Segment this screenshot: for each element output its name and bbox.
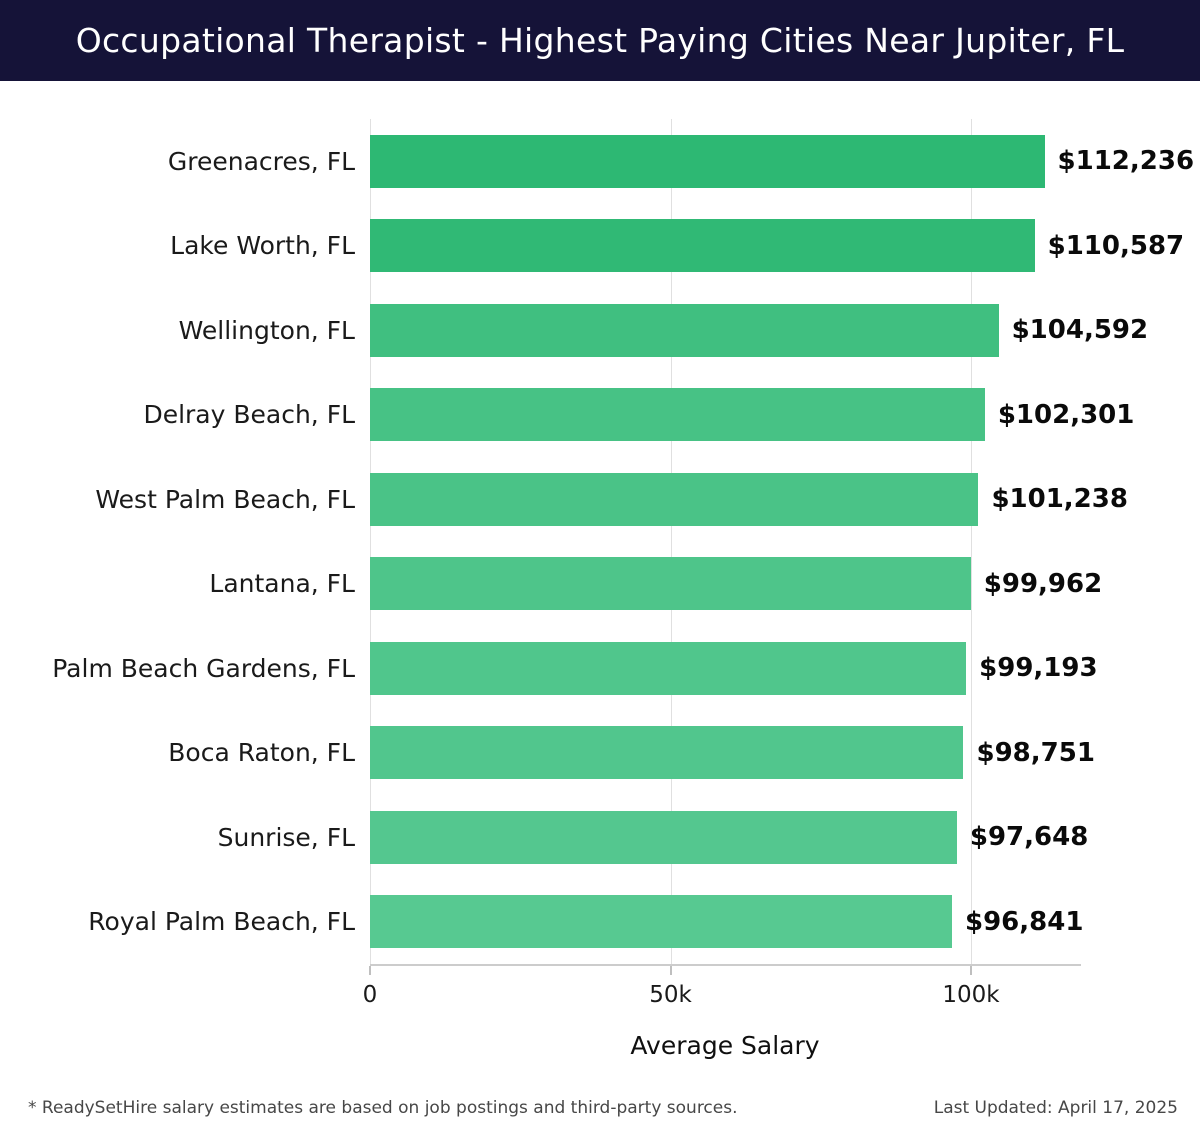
bar-zone: $110,587	[370, 204, 1200, 289]
bar	[370, 641, 967, 695]
bar-zone: $104,592	[370, 288, 1200, 373]
value-label: $102,301	[997, 399, 1135, 430]
bar	[370, 134, 1045, 188]
chart-title-bar: Occupational Therapist - Highest Paying …	[0, 0, 1200, 81]
bar-row: Royal Palm Beach, FL $96,841	[0, 880, 1200, 965]
bar-zone: $97,648	[370, 795, 1200, 880]
bar-row: Sunrise, FL $97,648	[0, 795, 1200, 880]
category-label: Lantana, FL	[209, 569, 355, 599]
bar-row: Lake Worth, FL $110,587	[0, 204, 1200, 289]
gridline	[971, 119, 972, 964]
bar-zone: $112,236	[370, 119, 1200, 204]
bar	[370, 219, 1035, 273]
bar-row: Boca Raton, FL $98,751	[0, 711, 1200, 796]
bar	[370, 303, 999, 357]
axis-tick	[369, 966, 371, 975]
bar	[370, 388, 985, 442]
category-label: West Palm Beach, FL	[95, 484, 355, 514]
value-label: $98,751	[976, 737, 1095, 768]
bar	[370, 472, 979, 526]
category-label: Boca Raton, FL	[168, 738, 355, 768]
page-title: Occupational Therapist - Highest Paying …	[75, 21, 1125, 60]
bar-zone: $99,962	[370, 542, 1200, 627]
category-label: Delray Beach, FL	[143, 400, 355, 430]
value-label: $99,193	[979, 653, 1098, 684]
value-label: $110,587	[1047, 230, 1185, 261]
value-label: $112,236	[1057, 146, 1195, 177]
value-label: $101,238	[991, 484, 1128, 515]
source-note: * ReadySetHire salary estimates are base…	[28, 1098, 738, 1118]
x-axis-label: Average Salary	[630, 1031, 820, 1060]
category-label: Royal Palm Beach, FL	[88, 907, 355, 937]
bar-rows: Greenacres, FL $112,236 Lake Worth, FL $…	[0, 119, 1200, 964]
category-label: Lake Worth, FL	[170, 231, 355, 261]
bar	[370, 810, 957, 864]
category-label: Wellington, FL	[178, 315, 355, 345]
value-label: $99,962	[983, 568, 1103, 599]
bar-zone: $98,751	[370, 711, 1200, 796]
category-label: Palm Beach Gardens, FL	[52, 653, 355, 683]
axis-tick	[970, 966, 972, 975]
last-updated: Last Updated: April 17, 2025	[933, 1098, 1178, 1118]
gridline	[370, 119, 371, 964]
bar	[370, 726, 964, 780]
bar	[370, 895, 952, 949]
bar-zone: $102,301	[370, 373, 1200, 458]
bar-row: Greenacres, FL $112,236	[0, 119, 1200, 204]
category-label: Greenacres, FL	[167, 146, 355, 176]
axis-tick-label: 0	[362, 982, 378, 1008]
category-label: Sunrise, FL	[217, 822, 355, 852]
gridline	[670, 119, 672, 964]
grid-layer	[370, 119, 1080, 964]
axis-tick	[669, 966, 672, 975]
bar-row: Lantana, FL $99,962	[0, 542, 1200, 627]
value-label: $104,592	[1011, 315, 1149, 346]
axis-tick-label: 50k	[649, 982, 692, 1008]
x-axis-line	[370, 964, 1081, 966]
bar-zone: $99,193	[370, 626, 1200, 711]
value-label: $96,841	[965, 906, 1084, 937]
bar-row: Palm Beach Gardens, FL $99,193	[0, 626, 1200, 711]
footer: * ReadySetHire salary estimates are base…	[0, 1098, 1200, 1118]
bar-row: Wellington, FL $104,592	[0, 288, 1200, 373]
bar-zone: $96,841	[370, 880, 1200, 965]
axis-tick-label: 100k	[942, 982, 1000, 1008]
value-label: $97,648	[969, 822, 1089, 853]
bar	[370, 557, 971, 611]
bar-zone: $101,238	[370, 457, 1200, 542]
bar-row: Delray Beach, FL $102,301	[0, 373, 1200, 458]
bar-chart: Greenacres, FL $112,236 Lake Worth, FL $…	[0, 81, 1200, 1081]
bar-row: West Palm Beach, FL $101,238	[0, 457, 1200, 542]
